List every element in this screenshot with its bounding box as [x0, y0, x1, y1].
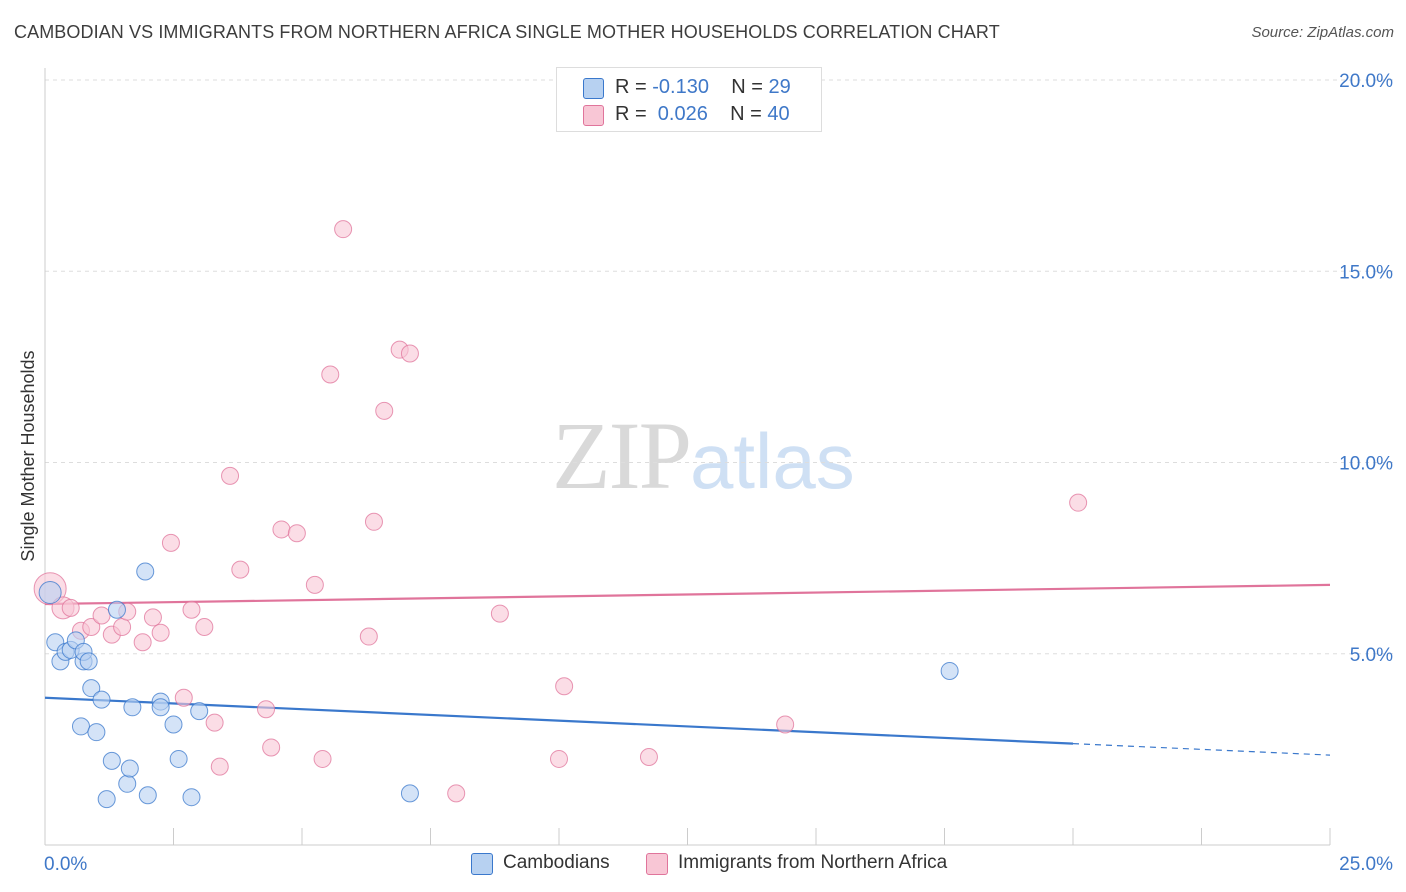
- legend-r-label: R =: [615, 76, 647, 98]
- trend-line-cambodians: [44, 696, 1074, 745]
- point-northern-africa: [205, 713, 224, 732]
- legend-n-value: 29: [768, 76, 791, 98]
- point-northern-africa: [555, 677, 574, 696]
- point-cambodians: [138, 786, 157, 805]
- point-northern-africa: [305, 575, 324, 594]
- point-northern-africa: [364, 512, 383, 531]
- point-cambodians: [190, 702, 209, 721]
- point-northern-africa: [639, 748, 658, 767]
- point-cambodians: [400, 784, 419, 803]
- legend-swatch-blue: [471, 853, 493, 875]
- point-cambodians: [87, 723, 106, 742]
- trend-line-northern-africa: [44, 583, 1331, 606]
- y-tick-label: 20.0%: [1339, 71, 1393, 92]
- y-tick-label: 10.0%: [1339, 454, 1393, 475]
- chart-title: CAMBODIAN VS IMMIGRANTS FROM NORTHERN AF…: [14, 22, 1000, 42]
- point-northern-africa: [174, 688, 193, 707]
- point-cambodians: [118, 774, 137, 793]
- point-northern-africa: [182, 600, 201, 619]
- point-northern-africa: [550, 749, 568, 768]
- source-label: Source: ZipAtlas.com: [1251, 24, 1394, 41]
- x-tick-label: 0.0%: [44, 854, 87, 875]
- watermark: ZIPatlas: [552, 400, 855, 511]
- point-northern-africa: [1069, 493, 1088, 512]
- point-northern-africa: [287, 524, 306, 543]
- watermark-zip: ZIP: [552, 402, 692, 509]
- point-cambodians: [123, 698, 142, 717]
- point-cambodians: [169, 749, 188, 768]
- point-cambodians: [102, 751, 121, 770]
- point-northern-africa: [313, 749, 332, 768]
- trend-line-extension: [1072, 743, 1331, 756]
- point-northern-africa: [82, 617, 101, 636]
- point-northern-africa: [92, 606, 111, 625]
- trend-lines: [44, 583, 1331, 756]
- point-northern-africa: [161, 533, 180, 552]
- point-cambodians: [164, 715, 183, 734]
- legend-label: Immigrants from Northern Africa: [678, 852, 948, 873]
- axes: [44, 68, 1331, 846]
- legend-swatch-pink: [583, 105, 604, 126]
- point-cambodians: [136, 562, 155, 581]
- point-northern-africa: [61, 598, 80, 617]
- y-tick-label: 15.0%: [1339, 262, 1393, 283]
- point-cambodians: [940, 661, 959, 680]
- point-northern-africa: [133, 633, 152, 652]
- point-cambodians: [79, 652, 98, 671]
- data-points: [33, 220, 1088, 809]
- point-cambodians: [38, 581, 62, 605]
- point-cambodians: [107, 600, 126, 619]
- point-northern-africa: [359, 627, 378, 646]
- point-northern-africa: [143, 608, 162, 627]
- watermark-atlas: atlas: [690, 417, 855, 505]
- point-northern-africa: [210, 757, 229, 776]
- point-cambodians: [97, 790, 116, 809]
- series-legend: Cambodians Immigrants from Northern Afri…: [0, 852, 1406, 878]
- legend-label: Cambodians: [503, 852, 610, 873]
- point-northern-africa: [231, 560, 250, 579]
- point-northern-africa: [321, 365, 340, 384]
- point-northern-africa: [113, 617, 132, 636]
- point-northern-africa: [221, 466, 240, 485]
- point-cambodians: [71, 717, 90, 736]
- point-cambodians: [82, 679, 101, 698]
- point-northern-africa: [334, 220, 353, 239]
- point-cambodians: [92, 690, 111, 709]
- point-northern-africa: [262, 738, 281, 757]
- point-northern-africa: [375, 401, 394, 420]
- point-northern-africa: [776, 715, 795, 734]
- legend-r-value: -0.130: [652, 76, 709, 98]
- point-cambodians: [151, 698, 170, 717]
- legend-r-label: R =: [615, 103, 647, 125]
- legend-swatch-blue: [583, 78, 604, 99]
- legend-n-label: N =: [731, 76, 763, 98]
- point-northern-africa: [490, 604, 509, 623]
- legend-r-value: 0.026: [652, 103, 708, 125]
- y-tick-label: 5.0%: [1350, 645, 1393, 666]
- point-cambodians: [120, 759, 139, 778]
- point-northern-africa: [195, 617, 214, 636]
- point-northern-africa: [447, 784, 466, 803]
- legend-n-label: N =: [730, 103, 762, 125]
- point-northern-africa: [272, 520, 291, 539]
- point-cambodians: [182, 788, 201, 807]
- x-tick-label: 25.0%: [1339, 854, 1393, 875]
- y-axis-label: Single Mother Households: [18, 350, 38, 561]
- tick-labels: 5.0% 10.0% 15.0% 20.0% 0.0% 25.0%: [44, 71, 1393, 875]
- point-northern-africa: [151, 623, 170, 642]
- correlation-legend: R = -0.130 N = 29 R = 0.026 N = 40: [556, 67, 822, 132]
- legend-swatch-pink: [646, 853, 668, 875]
- point-northern-africa: [257, 700, 276, 719]
- legend-n-value: 40: [767, 103, 790, 125]
- point-northern-africa: [400, 344, 419, 363]
